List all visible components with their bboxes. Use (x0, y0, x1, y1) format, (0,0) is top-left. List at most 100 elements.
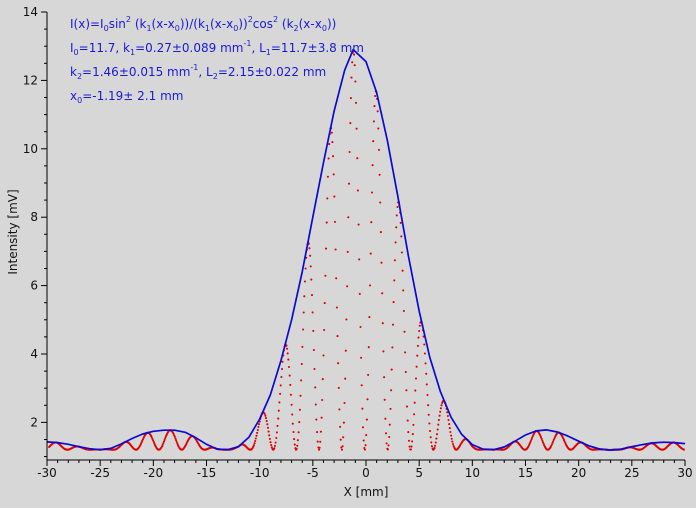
measured-point (354, 80, 357, 83)
x-tick-label: -20 (144, 466, 164, 480)
measured-point (379, 201, 382, 204)
x-axis-title: X [mm] (344, 485, 389, 499)
measured-point (369, 252, 372, 255)
measured-point (343, 401, 346, 405)
measured-point (332, 173, 335, 176)
measured-point (252, 444, 255, 447)
measured-point (384, 432, 388, 435)
measured-point (326, 197, 329, 200)
measured-point (275, 436, 278, 440)
measured-point (428, 422, 431, 425)
measured-point (435, 433, 439, 436)
measured-point (381, 322, 384, 325)
annotation-params-3: x0=-1.19± 2.1 mm (70, 89, 183, 105)
measured-point (386, 448, 389, 451)
measured-point (313, 367, 316, 371)
measured-point (339, 438, 342, 441)
measured-point (323, 302, 326, 305)
x-tick-label: -15 (197, 466, 217, 480)
measured-point (345, 318, 348, 321)
measured-point (295, 447, 298, 450)
measured-point (410, 445, 413, 448)
measured-point (280, 375, 283, 379)
measured-point (366, 398, 369, 401)
measured-point (324, 247, 328, 250)
measured-point (266, 423, 269, 426)
measured-point (413, 401, 416, 404)
measured-point (377, 148, 381, 151)
measured-point (404, 370, 407, 374)
measured-point (540, 437, 543, 440)
measured-point (344, 377, 347, 380)
measured-point (287, 358, 290, 361)
measured-point (356, 189, 359, 192)
measured-point (372, 140, 375, 143)
x-tick-label: 5 (415, 466, 423, 480)
measured-point (365, 418, 368, 421)
measured-point (381, 292, 384, 295)
measured-point (351, 61, 354, 64)
measured-point (409, 448, 412, 451)
y-tick-label: 6 (30, 279, 38, 293)
measured-point (414, 389, 417, 392)
measured-point (257, 425, 260, 429)
measured-point (371, 164, 374, 167)
measured-point (289, 393, 292, 396)
measured-point (414, 377, 418, 380)
measured-point (415, 365, 418, 368)
measured-point (390, 368, 393, 371)
y-tick-label: 12 (23, 73, 38, 87)
measured-point (384, 417, 387, 420)
measured-point (438, 414, 441, 417)
measured-point (362, 439, 365, 442)
fit-annotation: I(x)=I0sin2 (k1(x-x0))/(k1(x-x0))2cos2 (… (70, 15, 364, 105)
fit-curve-line (46, 48, 686, 451)
measured-point (392, 301, 395, 304)
measured-point (357, 223, 360, 226)
measured-point (297, 431, 300, 434)
measured-point (356, 157, 359, 160)
measured-point (416, 344, 419, 347)
measured-point (278, 401, 281, 404)
measured-point (388, 423, 391, 426)
measured-point (391, 323, 395, 326)
measured-point (254, 437, 257, 440)
measured-point (399, 221, 402, 224)
measured-point (411, 433, 414, 436)
measured-point (412, 423, 415, 426)
measured-point (324, 274, 327, 277)
measured-point (323, 328, 326, 332)
measured-point (289, 383, 292, 386)
measured-point (255, 434, 258, 437)
measured-point (287, 365, 291, 369)
measured-point (424, 362, 427, 365)
measured-point (266, 426, 270, 429)
measured-point (363, 448, 366, 451)
measured-point (275, 431, 278, 434)
measured-point (370, 191, 374, 194)
measured-point (434, 441, 437, 444)
measured-point (333, 220, 337, 223)
x-tick-label: 25 (624, 466, 639, 480)
x-tick-label: -10 (250, 466, 270, 480)
measured-point (310, 294, 314, 297)
measured-point (321, 378, 324, 381)
measured-point (385, 442, 388, 445)
measured-point (425, 383, 428, 386)
measured-point (433, 447, 436, 450)
measured-point (407, 439, 411, 442)
x-tick-label: 20 (571, 466, 586, 480)
measured-point (437, 418, 440, 422)
measured-point (446, 414, 449, 418)
measured-point (277, 417, 280, 420)
measured-point (273, 447, 276, 450)
measured-point (434, 444, 437, 447)
measured-point (285, 344, 288, 347)
measured-point (539, 434, 542, 437)
measured-point (541, 441, 544, 444)
measured-point (344, 349, 347, 352)
x-tick-label: -5 (307, 466, 319, 480)
measured-point (342, 421, 345, 424)
measured-point (400, 251, 403, 254)
